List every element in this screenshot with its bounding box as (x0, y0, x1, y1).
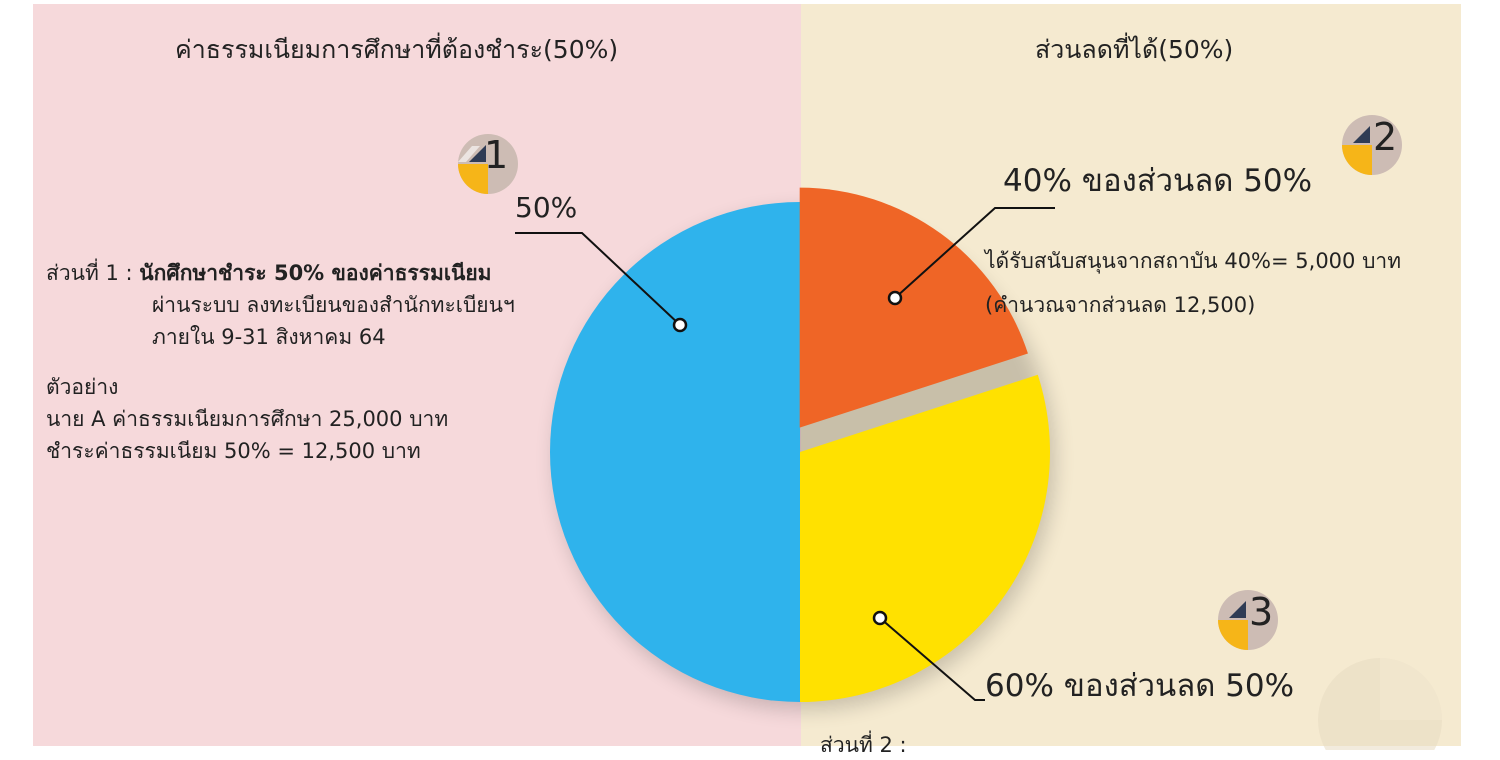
badge-1-number: 1 (484, 133, 509, 177)
part1-line2: ผ่านระบบ ลงทะเบียนของสำนักทะเบียนฯ (152, 293, 515, 317)
badge-3-icon (1218, 590, 1278, 650)
callout-2-label: 40% ของส่วนลด 50% (1003, 163, 1313, 199)
badge-1-icon (458, 134, 518, 194)
pie-slices (550, 187, 1050, 702)
part1-line1: ส่วนที่ 1 : นักศึกษาชำระ 50% ของค่าธรรมเ… (46, 258, 492, 288)
callout-3-label: 60% ของส่วนลด 50% (985, 668, 1295, 704)
badge-2-icon (1342, 115, 1402, 175)
callout-line-2 (894, 207, 1055, 299)
pie-slice-institution-support (799, 187, 1028, 428)
left-heading: ค่าธรรมเนียมการศึกษาที่ต้องชำระ(50%) (175, 35, 619, 64)
callout-2-line2: (คำนวณจากส่วนลด 12,500) (985, 293, 1256, 317)
example-line1: นาย A ค่าธรรมเนียมการศึกษา 25,000 บาท (46, 407, 449, 431)
callout-dot-1 (672, 317, 688, 333)
pie-slice-student-payment (550, 202, 800, 702)
callout-2-line1: ได้รับสนับสนุนจากสถาบัน 40%= 5,000 บาท (985, 249, 1402, 273)
part1-bold: นักศึกษาชำระ 50% ของค่าธรรมเนียม (139, 261, 492, 285)
callout-dot-3 (872, 610, 888, 626)
part2-prefix: ส่วนที่ 2 : (820, 733, 907, 757)
badge-3-number: 3 (1249, 590, 1274, 634)
callout-line-3 (879, 617, 985, 701)
part1-line3: ภายใน 9-31 สิงหาคม 64 (152, 325, 386, 349)
badge-2-number: 2 (1373, 115, 1398, 159)
example-title: ตัวอย่าง (46, 375, 119, 399)
pie-slice-remaining-discount (800, 374, 1050, 702)
right-heading: ส่วนลดที่ได้(50%) (1035, 35, 1234, 64)
callout-line-1 (515, 232, 681, 326)
callout-lines (515, 207, 1055, 701)
callout-1-label: 50% (515, 191, 578, 224)
part1-prefix: ส่วนที่ 1 : (46, 261, 133, 285)
callout-dot-2 (887, 290, 903, 306)
example-line2: ชำระค่าธรรมเนียม 50% = 12,500 บาท (46, 439, 421, 463)
watermark-pie-icon (1318, 658, 1442, 750)
